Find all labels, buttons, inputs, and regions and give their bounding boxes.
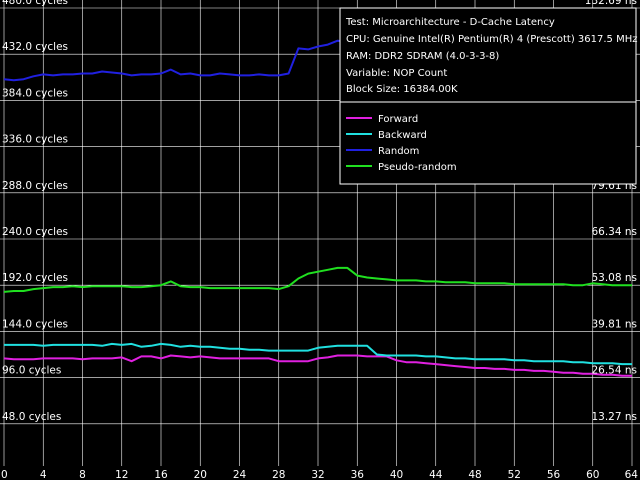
info-block-size: Block Size: 16384.00K <box>346 84 458 95</box>
x-tick-label: 16 <box>154 469 168 480</box>
y-left-tick-label: 432.0 cycles <box>2 41 68 53</box>
legend-label: Pseudo-random <box>378 162 457 173</box>
x-tick-label: 40 <box>390 469 403 480</box>
y-left-tick-label: 384.0 cycles <box>2 87 68 99</box>
legend-label: Forward <box>378 114 418 125</box>
y-left-tick-label: 480.0 cycles <box>2 0 68 7</box>
info-legend-panel: Test: Microarchitecture - D-Cache Latenc… <box>339 7 638 185</box>
series-line-backward <box>4 342 632 366</box>
x-tick-label: 12 <box>115 469 128 480</box>
x-tick-label: 64 <box>625 469 639 480</box>
x-tick-label: 32 <box>311 469 324 480</box>
y-right-tick-label: 66.34 ns <box>591 226 637 238</box>
y-left-tick-label: 48.0 cycles <box>2 411 61 423</box>
info-legend-box <box>339 7 637 185</box>
legend-label: Backward <box>378 130 427 141</box>
x-tick-label: 44 <box>429 469 443 480</box>
x-axis-tick-labels: 0 4 8 12 16 20 24 28 32 36 40 44 48 52 56 60 64 <box>1 469 638 480</box>
x-tick-label: 56 <box>547 469 561 480</box>
y-left-tick-label: 96.0 cycles <box>2 365 61 377</box>
x-tick-label: 20 <box>194 469 207 480</box>
series-line-pseudo-random <box>3 266 632 293</box>
y-right-tick-label: 132.69 ns <box>585 0 637 7</box>
x-tick-label: 28 <box>272 469 285 480</box>
y-left-tick-label: 144.0 cycles <box>2 318 68 330</box>
legend: Forward Backward Random Pseudo-random <box>346 114 457 173</box>
y-right-tick-label: 53.08 ns <box>591 272 637 284</box>
info-test: Test: Microarchitecture - D-Cache Latenc… <box>345 17 555 28</box>
x-tick-label: 36 <box>351 469 365 480</box>
y-right-tick-label: 26.54 ns <box>591 365 637 377</box>
x-tick-label: 8 <box>79 469 86 480</box>
series-line-forward <box>3 354 632 377</box>
x-tick-label: 48 <box>468 469 481 480</box>
info-variable: Variable: NOP Count <box>346 68 447 79</box>
x-tick-label: 24 <box>233 469 247 480</box>
y-axis-left-tick-labels: 48.0 cycles 96.0 cycles 144.0 cycles 192.0 … <box>2 0 68 423</box>
x-tick-label: 0 <box>1 469 8 480</box>
y-right-tick-label: 39.81 ns <box>591 318 637 330</box>
series-lines <box>3 39 632 377</box>
info-ram: RAM: DDR2 SDRAM (4.0-3-3-8) <box>346 51 499 62</box>
legend-label: Random <box>378 146 419 157</box>
x-tick-label: 60 <box>586 469 599 480</box>
y-right-tick-label: 13.27 ns <box>591 411 637 423</box>
x-tick-label: 4 <box>40 469 47 480</box>
y-left-tick-label: 240.0 cycles <box>2 226 68 238</box>
info-cpu: CPU: Genuine Intel(R) Pentium(R) 4 (Pres… <box>346 34 638 45</box>
y-left-tick-label: 336.0 cycles <box>2 134 68 146</box>
y-left-tick-label: 288.0 cycles <box>2 180 68 192</box>
y-left-tick-label: 192.0 cycles <box>2 272 68 284</box>
x-tick-label: 52 <box>508 469 521 480</box>
